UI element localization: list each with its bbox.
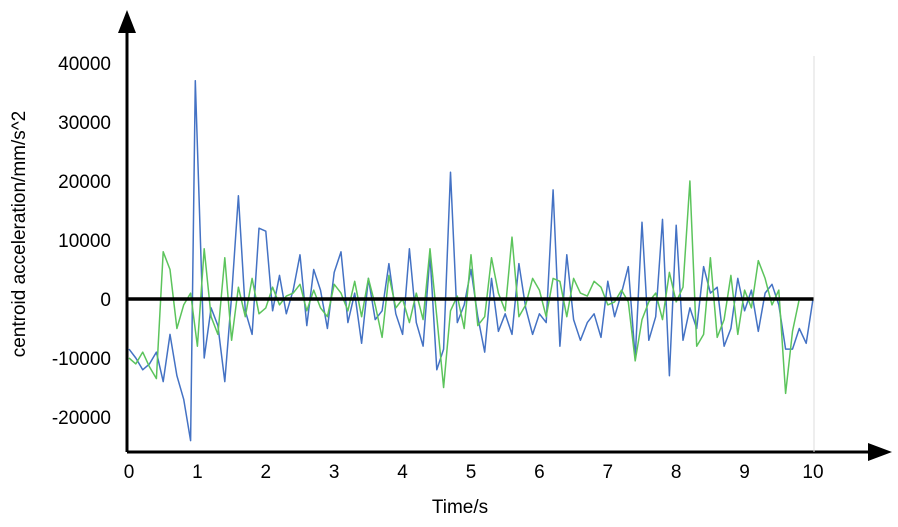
x-tick-label: 7 bbox=[603, 462, 614, 483]
series-line-1 bbox=[128, 79, 814, 442]
x-tick-label: 4 bbox=[397, 462, 408, 483]
x-tick-label: 3 bbox=[329, 462, 340, 483]
y-tick-label: 40000 bbox=[58, 54, 111, 75]
y-tick-label: 10000 bbox=[58, 231, 111, 252]
series-layer bbox=[128, 79, 814, 442]
x-tick-label: 1 bbox=[192, 462, 203, 483]
x-tick-label: 6 bbox=[534, 462, 545, 483]
y-axis-arrowhead bbox=[118, 10, 136, 33]
y-tick-label: 0 bbox=[100, 290, 111, 311]
x-axis-arrowhead bbox=[868, 443, 892, 461]
x-tick-label: 10 bbox=[802, 462, 823, 483]
y-tick-label: 20000 bbox=[58, 172, 111, 193]
y-tick-label: 30000 bbox=[58, 113, 111, 134]
x-tick-label: 8 bbox=[671, 462, 682, 483]
x-tick-label: 0 bbox=[124, 462, 135, 483]
y-axis-title: centroid acceleration/mm/s^2 bbox=[9, 111, 30, 358]
series-line-2 bbox=[128, 180, 813, 395]
y-tick-label: -20000 bbox=[52, 408, 111, 429]
ticks-layer: 40000 30000 20000 10000 0 -10000 -20000 0 1 2 3 4 5 6… bbox=[52, 54, 824, 483]
x-tick-label: 9 bbox=[739, 462, 750, 483]
x-tick-label: 5 bbox=[466, 462, 477, 483]
y-tick-label: -10000 bbox=[52, 349, 111, 370]
x-axis-title: Time/s bbox=[432, 497, 488, 518]
x-tick-label: 2 bbox=[261, 462, 272, 483]
